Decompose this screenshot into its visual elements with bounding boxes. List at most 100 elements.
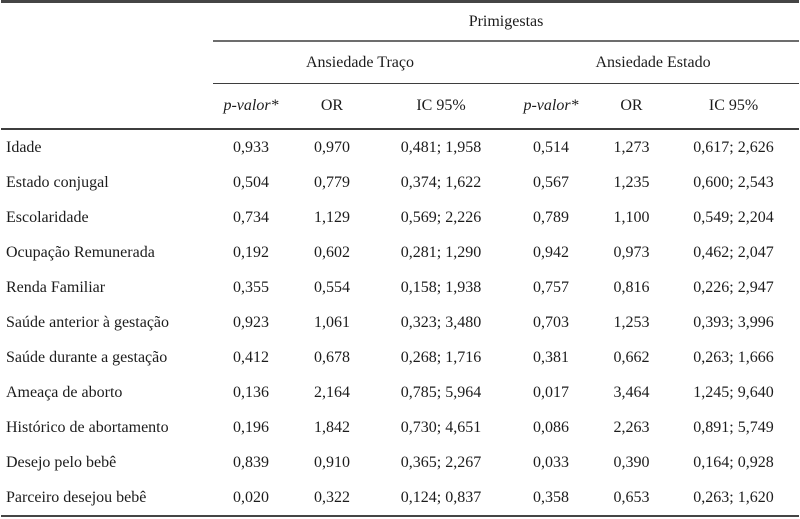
data-cell: 0,412 (233, 348, 269, 366)
data-cell: 0,839 (233, 453, 269, 471)
data-cell: 0,020 (213, 480, 289, 517)
data-cell: 0,734 (233, 208, 269, 226)
data-cell: 0,923 (233, 313, 269, 331)
data-cell: 0,017 (533, 383, 569, 401)
data-cell: 0,358 (507, 480, 595, 517)
data-cell: 0,549; 2,204 (693, 208, 774, 226)
subgroup-ansiedade-estado: Ansiedade Estado (507, 41, 800, 84)
row-label: Escolaridade (6, 208, 89, 226)
data-cell: 0,462; 2,047 (693, 243, 774, 261)
data-cell: 0,504 (233, 173, 269, 191)
table-row: Estado conjugal 0,504 0,779 0,374; 1,622… (1, 165, 799, 200)
row-label: Saúde durante a gestação (6, 348, 168, 366)
table-row: Parceiro desejou bebê 0,020 0,322 0,124;… (1, 480, 800, 517)
data-cell: 0,757 (533, 278, 569, 296)
table-row: Ocupação Remunerada 0,192 0,602 0,281; 1… (1, 235, 799, 270)
data-cell: 2,164 (314, 383, 350, 401)
data-cell: 0,268; 1,716 (400, 348, 482, 366)
data-cell: 0,086 (533, 418, 569, 436)
data-cell: 0,323; 3,480 (400, 313, 482, 331)
row-label: Ocupação Remunerada (6, 243, 155, 261)
col-header-p-valor-estado: p-valor* (507, 83, 595, 130)
data-cell: 0,554 (314, 278, 350, 296)
column-header-row: p-valor* OR IC 95% p-valor* OR IC 95% (1, 83, 800, 130)
data-cell: 0,124; 0,837 (375, 480, 507, 517)
data-cell: 0,678 (314, 348, 350, 366)
data-cell: 0,617; 2,626 (693, 138, 774, 156)
table-row: Desejo pelo bebê 0,839 0,910 0,365; 2,26… (1, 445, 799, 480)
data-cell: 0,703 (533, 313, 569, 331)
data-cell: 0,942 (533, 243, 569, 261)
data-cell: 0,281; 1,290 (400, 243, 482, 261)
row-label: Desejo pelo bebê (6, 453, 117, 471)
group-header-row: Primigestas (1, 1, 800, 42)
data-cell: 0,970 (314, 138, 350, 156)
data-cell: 0,263; 1,666 (693, 348, 774, 366)
table-row: Histórico de abortamento 0,196 1,842 0,7… (1, 410, 799, 445)
data-cell: 1,253 (613, 313, 650, 331)
row-label: Idade (6, 138, 42, 156)
table-row: Idade 0,933 0,970 0,481; 1,958 0,514 1,2… (1, 129, 799, 165)
col-header-or-estado: OR (595, 83, 668, 130)
table-row: Escolaridade 0,734 1,129 0,569; 2,226 0,… (1, 200, 799, 235)
table-row: Renda Familiar 0,355 0,554 0,158; 1,938 … (1, 270, 799, 305)
data-cell: 0,196 (233, 418, 269, 436)
row-label: Saúde anterior à gestação (6, 313, 170, 331)
row-label: Ameaça de aborto (6, 383, 123, 401)
table-row: Saúde durante a gestação 0,412 0,678 0,2… (1, 340, 799, 375)
data-cell: 0,033 (533, 453, 569, 471)
data-cell: 0,374; 1,622 (400, 173, 482, 191)
data-cell: 0,933 (233, 138, 269, 156)
data-cell: 0,891; 5,749 (693, 418, 774, 436)
col-header-ic95-traco: IC 95% (375, 83, 507, 130)
data-cell: 1,100 (613, 208, 650, 226)
empty-corner-cell (1, 2, 213, 42)
data-cell: 0,381 (533, 348, 569, 366)
data-cell: 1,245; 9,640 (693, 383, 774, 401)
col-header-p-valor-traco: p-valor* (213, 83, 289, 130)
row-label: Estado conjugal (6, 173, 109, 191)
data-cell: 0,662 (613, 348, 650, 366)
data-cell: 0,136 (233, 383, 269, 401)
data-cell: 0,730; 4,651 (400, 418, 482, 436)
data-cell: 0,514 (533, 138, 569, 156)
data-cell: 1,842 (314, 418, 350, 436)
data-cell: 0,390 (613, 453, 650, 471)
data-cell: 3,464 (613, 383, 650, 401)
group-header: Primigestas (213, 1, 800, 42)
data-cell: 2,263 (613, 418, 650, 436)
table-row: Saúde anterior à gestação 0,923 1,061 0,… (1, 305, 799, 340)
data-cell: 0,602 (314, 243, 350, 261)
data-cell: 0,481; 1,958 (400, 138, 482, 156)
col-header-ic95-estado: IC 95% (668, 83, 800, 130)
data-cell: 0,158; 1,938 (400, 278, 482, 296)
data-cell: 0,365; 2,267 (400, 453, 482, 471)
data-cell: 0,192 (233, 243, 269, 261)
data-cell: 0,569; 2,226 (400, 208, 482, 226)
data-cell: 0,785; 5,964 (400, 383, 482, 401)
data-cell: 0,600; 2,543 (693, 173, 774, 191)
data-cell: 0,653 (595, 480, 668, 517)
data-cell: 0,226; 2,947 (693, 278, 774, 296)
data-cell: 0,393; 3,996 (693, 313, 774, 331)
empty-corner-cell (1, 83, 213, 130)
row-label: Renda Familiar (6, 278, 106, 296)
data-cell: 0,973 (613, 243, 650, 261)
data-cell: 1,129 (314, 208, 350, 226)
data-cell: 0,263; 1,620 (668, 480, 800, 517)
data-cell: 1,273 (613, 138, 650, 156)
row-label: Parceiro desejou bebê (1, 480, 213, 517)
empty-corner-cell (1, 41, 213, 84)
subgroup-header-row: Ansiedade Traço Ansiedade Estado (1, 41, 800, 84)
table-row: Ameaça de aborto 0,136 2,164 0,785; 5,96… (1, 375, 799, 410)
row-label: Histórico de abortamento (6, 418, 169, 436)
data-cell: 0,164; 0,928 (693, 453, 774, 471)
col-header-or-traco: OR (289, 83, 375, 130)
data-cell: 1,235 (613, 173, 650, 191)
data-cell: 0,789 (533, 208, 569, 226)
data-cell: 1,061 (314, 313, 350, 331)
data-cell: 0,322 (289, 480, 375, 517)
data-cell: 0,910 (314, 453, 350, 471)
data-cell: 0,816 (613, 278, 650, 296)
